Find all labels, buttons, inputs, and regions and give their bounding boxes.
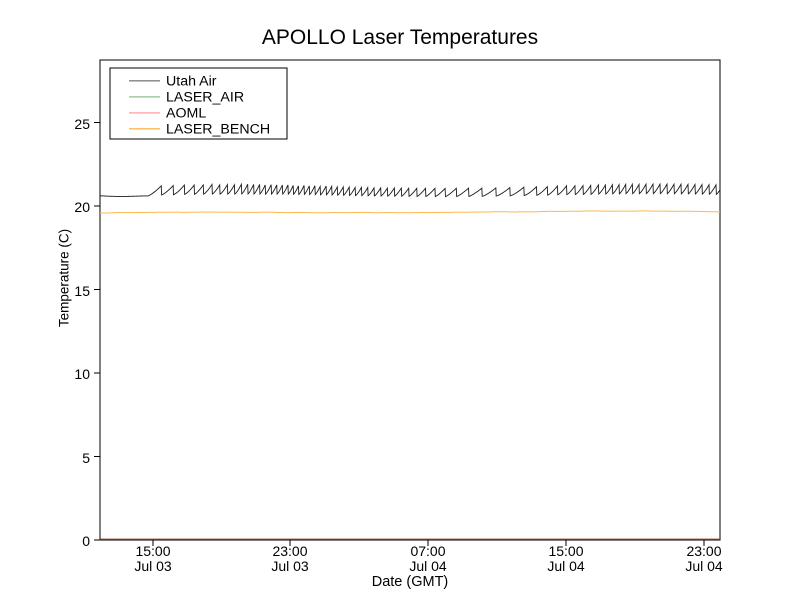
svg-text:AOML: AOML	[166, 105, 206, 121]
svg-text:LASER_AIR: LASER_AIR	[166, 89, 244, 105]
svg-text:LASER_BENCH: LASER_BENCH	[166, 121, 270, 137]
svg-text:Utah Air: Utah Air	[166, 73, 217, 89]
